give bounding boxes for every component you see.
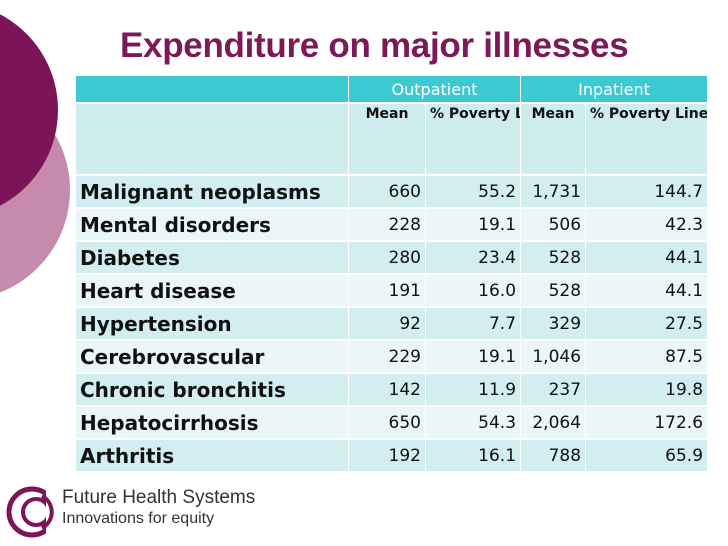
table-row: Arthritis 192 16.1 788 65.9 (76, 440, 708, 471)
expenditure-table: Outpatient Inpatient Mean % Poverty Line… (75, 74, 708, 473)
outpatient-mean: 650 (349, 407, 425, 438)
table-row: Hepatocirrhosis 650 54.3 2,064 172.6 (76, 407, 708, 438)
inpatient-mean: 1,731 (521, 176, 586, 207)
sub-header-row: Mean % Poverty Line Mean % Poverty Line (76, 104, 708, 174)
table-row: Mental disorders 228 19.1 506 42.3 (76, 209, 708, 240)
outpatient-mean: 280 (349, 242, 425, 273)
table-row: Malignant neoplasms 660 55.2 1,731 144.7 (76, 176, 708, 207)
slide-title: Expenditure on major illnesses (120, 26, 629, 65)
outpatient-poverty: 19.1 (426, 209, 521, 240)
outpatient-poverty: 16.0 (426, 275, 521, 306)
outpatient-poverty-header: % Poverty Line (426, 104, 521, 174)
outpatient-poverty: 55.2 (426, 176, 521, 207)
outpatient-mean: 191 (349, 275, 425, 306)
outpatient-poverty: 7.7 (426, 308, 521, 339)
outpatient-mean: 142 (349, 374, 425, 405)
table-row: Hypertension 92 7.7 329 27.5 (76, 308, 708, 339)
subheader-blank (76, 104, 348, 174)
table-body: Malignant neoplasms 660 55.2 1,731 144.7 Ment… (76, 176, 708, 471)
brand-tagline: Innovations for equity (62, 510, 215, 527)
inpatient-mean: 1,046 (521, 341, 586, 372)
fhs-logo-icon (6, 484, 58, 540)
outpatient-mean-header: Mean (349, 104, 425, 174)
outpatient-poverty: 16.1 (426, 440, 521, 471)
inpatient-poverty: 44.1 (586, 242, 708, 273)
inpatient-mean: 528 (521, 242, 586, 273)
outpatient-mean: 92 (349, 308, 425, 339)
outpatient-mean: 192 (349, 440, 425, 471)
inpatient-poverty: 27.5 (586, 308, 708, 339)
table-row: Diabetes 280 23.4 528 44.1 (76, 242, 708, 273)
outpatient-poverty: 19.1 (426, 341, 521, 372)
illness-name: Malignant neoplasms (76, 176, 348, 207)
outpatient-mean: 228 (349, 209, 425, 240)
footer-brand: Future Health Systems Innovations for eq… (62, 487, 255, 529)
group-header-row: Outpatient Inpatient (76, 76, 708, 102)
inpatient-mean-header: Mean (521, 104, 586, 174)
inpatient-poverty: 144.7 (586, 176, 708, 207)
inpatient-mean: 506 (521, 209, 586, 240)
inpatient-poverty: 19.8 (586, 374, 708, 405)
inpatient-poverty: 42.3 (586, 209, 708, 240)
inpatient-mean: 528 (521, 275, 586, 306)
inpatient-poverty: 65.9 (586, 440, 708, 471)
inpatient-poverty: 172.6 (586, 407, 708, 438)
inpatient-header: Inpatient (521, 76, 708, 102)
illness-name: Heart disease (76, 275, 348, 306)
outpatient-poverty: 11.9 (426, 374, 521, 405)
illness-name: Mental disorders (76, 209, 348, 240)
outpatient-header: Outpatient (349, 76, 521, 102)
illness-name: Cerebrovascular (76, 341, 348, 372)
outpatient-mean: 229 (349, 341, 425, 372)
outpatient-poverty: 54.3 (426, 407, 521, 438)
header-blank (76, 76, 348, 102)
inpatient-mean: 329 (521, 308, 586, 339)
table-row: Cerebrovascular 229 19.1 1,046 87.5 (76, 341, 708, 372)
illness-name: Arthritis (76, 440, 348, 471)
illness-name: Diabetes (76, 242, 348, 273)
inpatient-poverty: 44.1 (586, 275, 708, 306)
decorative-circles (0, 14, 70, 293)
illness-name: Hepatocirrhosis (76, 407, 348, 438)
illness-name: Hypertension (76, 308, 348, 339)
inpatient-mean: 237 (521, 374, 586, 405)
outpatient-mean: 660 (349, 176, 425, 207)
table-row: Chronic bronchitis 142 11.9 237 19.8 (76, 374, 708, 405)
inpatient-poverty: 87.5 (586, 341, 708, 372)
table-row: Heart disease 191 16.0 528 44.1 (76, 275, 708, 306)
illness-name: Chronic bronchitis (76, 374, 348, 405)
inpatient-poverty-header: % Poverty Line (586, 104, 708, 174)
inpatient-mean: 788 (521, 440, 586, 471)
inpatient-mean: 2,064 (521, 407, 586, 438)
brand-name: Future Health Systems (62, 487, 256, 508)
outpatient-poverty: 23.4 (426, 242, 521, 273)
